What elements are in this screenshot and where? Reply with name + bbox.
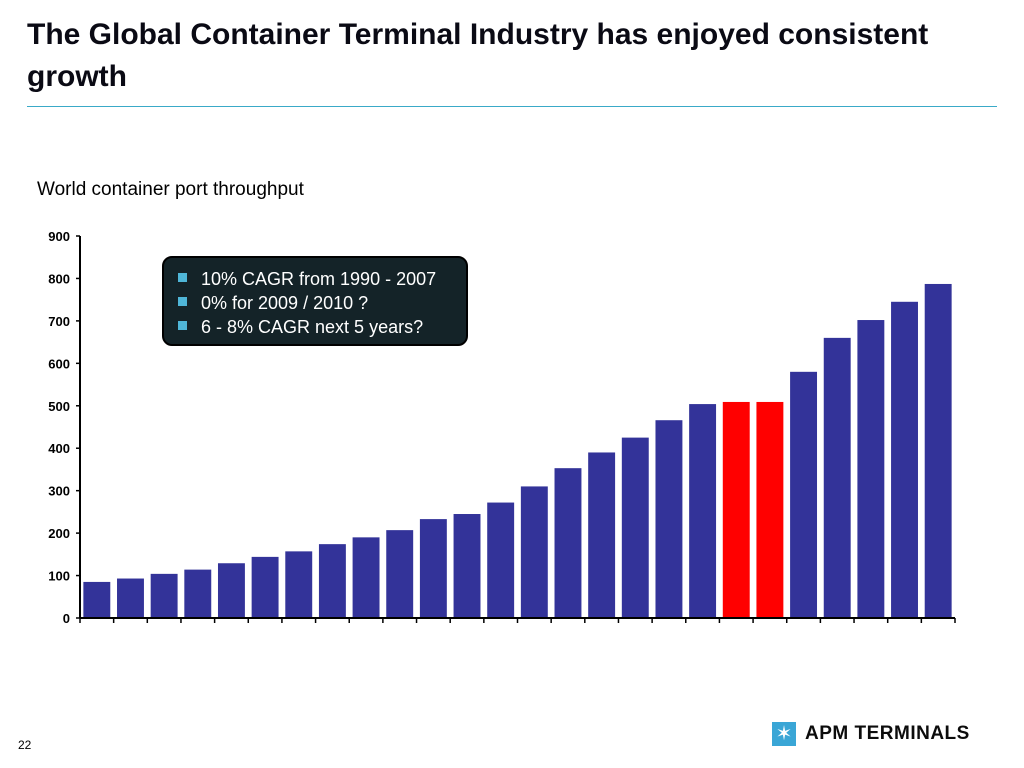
cagr-callout: 10% CAGR from 1990 - 2007 0% for 2009 / … — [162, 256, 468, 346]
chart-bar — [588, 452, 616, 618]
chart-bar — [251, 556, 279, 618]
chart-bar — [790, 371, 818, 618]
chart-bar — [419, 519, 447, 618]
page-number: 22 — [18, 738, 32, 752]
y-tick-label: 500 — [48, 399, 70, 414]
bullet-icon — [178, 320, 187, 330]
y-tick-label: 100 — [48, 569, 70, 584]
chart-bar — [352, 537, 380, 618]
y-tick-label: 800 — [48, 271, 70, 286]
chart-bar — [520, 486, 548, 618]
chart-bar — [689, 404, 717, 618]
chart-bar — [823, 337, 851, 618]
y-tick-label: 200 — [48, 526, 70, 541]
chart-bar — [722, 401, 750, 618]
logo-text: APM TERMINALS — [805, 723, 970, 744]
y-tick-label: 700 — [48, 314, 70, 329]
chart-bar — [487, 502, 515, 618]
chart-bar — [83, 581, 111, 618]
chart-bar — [924, 283, 952, 618]
callout-item-text: 6 - 8% CAGR next 5 years? — [201, 316, 424, 337]
callout-item-text: 10% CAGR from 1990 - 2007 — [201, 268, 437, 289]
chart-bar — [453, 514, 481, 618]
y-tick-label: 0 — [63, 611, 70, 626]
chart-bar — [217, 563, 245, 618]
y-tick-label: 600 — [48, 356, 70, 371]
y-tick-label: 400 — [48, 441, 70, 456]
chart-bar — [117, 578, 144, 618]
callout-item-text: 0% for 2009 / 2010 ? — [201, 292, 369, 313]
callout-item: 6 - 8% CAGR next 5 years? — [178, 315, 456, 339]
bullet-icon — [178, 272, 187, 282]
chart-title: World container port throughput — [37, 179, 304, 200]
chart-bar — [184, 569, 212, 618]
y-tick-label: 900 — [48, 229, 70, 244]
callout-item: 0% for 2009 / 2010 ? — [178, 291, 456, 315]
star-icon: ✶ — [772, 722, 796, 746]
chart-bar — [318, 544, 346, 618]
callout-item: 10% CAGR from 1990 - 2007 — [178, 267, 456, 291]
company-logo: ✶ APM TERMINALS — [772, 722, 970, 746]
chart-bar — [621, 437, 649, 618]
chart-bar — [857, 320, 885, 618]
chart-bar — [386, 530, 414, 618]
chart-bar — [891, 301, 918, 618]
bullet-icon — [178, 296, 187, 306]
chart-bar — [554, 468, 582, 618]
chart-bar — [756, 401, 784, 618]
title-divider — [27, 106, 997, 107]
chart-bar — [285, 551, 313, 618]
y-tick-label: 300 — [48, 484, 70, 499]
chart-bar — [655, 420, 683, 618]
chart-bar — [150, 573, 178, 618]
slide-title: The Global Container Terminal Industry h… — [27, 18, 929, 93]
